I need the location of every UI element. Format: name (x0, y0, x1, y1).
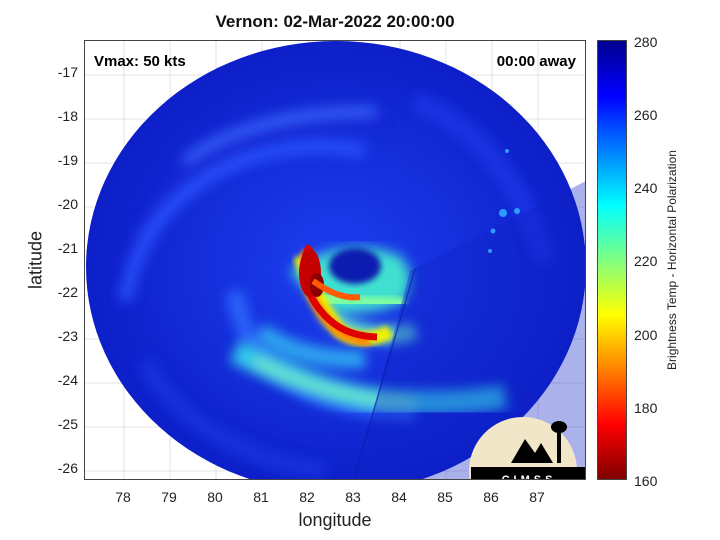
colorbar (597, 40, 627, 480)
y-tick-label: -17 (57, 64, 78, 80)
x-axis-label: longitude (298, 510, 372, 530)
x-tick-label: 86 (483, 489, 499, 505)
y-tick-label: -23 (57, 328, 78, 344)
vmax-label: Vmax: 50 kts (94, 53, 186, 70)
svg-text:CIMSS: CIMSS (502, 474, 557, 480)
storm-eye (329, 248, 381, 284)
x-tick-label: 82 (299, 489, 315, 505)
colorbar-tick-label: 160 (634, 473, 658, 489)
x-tick-label: 87 (529, 489, 545, 505)
swath-seam (352, 268, 416, 479)
satellite-image-panel: CIMSS Vmax: 50 kts 00:00 away (84, 40, 586, 480)
colorbar-label: Brightness Temp - Horizontal Polarizatio… (665, 150, 679, 370)
y-tick-label: -18 (57, 108, 78, 124)
colorbar-tick-label: 240 (634, 180, 658, 196)
swath-seam-shade (355, 181, 585, 479)
colorbar-tick-label: 220 (634, 253, 658, 269)
x-tick-label: 78 (115, 489, 131, 505)
x-tick-label: 81 (253, 489, 269, 505)
colorbar-tick-label: 180 (634, 400, 658, 416)
x-tick-label: 83 (345, 489, 361, 505)
y-axis-label: latitude (25, 230, 46, 290)
eastern-cells (488, 149, 520, 253)
colorbar-tick-label: 280 (634, 34, 658, 50)
x-tick-label: 85 (437, 489, 453, 505)
image-title: Vernon: 02-Mar-2022 20:00:00 (215, 12, 455, 31)
microwave-brightness-image: CIMSS (85, 41, 585, 480)
colorbar-tick-label: 200 (634, 327, 658, 343)
y-tick-label: -26 (57, 460, 78, 476)
y-tick-label: -21 (57, 240, 78, 256)
y-tick-label: -25 (57, 416, 78, 432)
x-tick-label: 84 (391, 489, 407, 505)
y-tick-label: -19 (57, 152, 78, 168)
x-tick-label: 80 (207, 489, 223, 505)
y-tick-label: -22 (57, 284, 78, 300)
colorbar-tick-label: 260 (634, 107, 658, 123)
y-tick-label: -24 (57, 372, 78, 388)
time-offset-label: 00:00 away (496, 53, 576, 70)
cimss-logo: CIMSS (469, 417, 585, 480)
y-tick-label: -20 (57, 196, 78, 212)
x-tick-label: 79 (161, 489, 177, 505)
